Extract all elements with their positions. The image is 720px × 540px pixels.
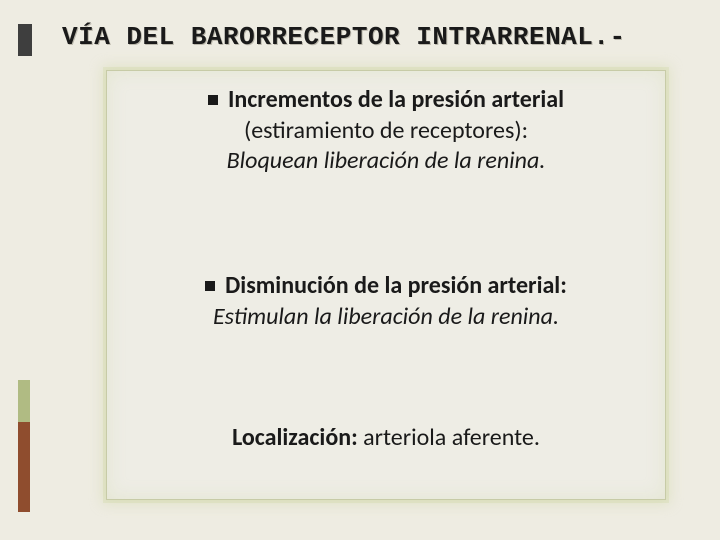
p3-label: Localización: [232,423,358,452]
accent-segment-green [18,380,30,422]
square-bullet-icon [205,281,215,291]
p2-line1: Disminución de la presión arterial: [225,271,567,300]
content-box: Incrementos de la presión arterial (esti… [106,70,666,500]
p1-line3: Bloquean liberación de la renina. [107,146,665,177]
bullet-item-2: Disminución de la presión arterial: Esti… [107,271,665,332]
localization-line: Localización: arteriola aferente. [107,423,665,454]
square-bullet-icon [208,95,218,105]
accent-segment-brown [18,422,30,512]
p3-value: arteriola aferente. [358,423,540,452]
p1-line1: Incrementos de la presión arterial [228,85,564,114]
left-accent-bar [18,0,32,540]
p2-line2: Estimulan la liberación de la renina. [107,302,665,333]
p1-line2: (estiramiento de receptores): [107,116,665,147]
bullet-item-1: Incrementos de la presión arterial (esti… [107,85,665,177]
slide-title: VÍA DEL BARORRECEPTOR INTRARRENAL.- [62,22,626,52]
accent-segment-dark [18,24,32,56]
